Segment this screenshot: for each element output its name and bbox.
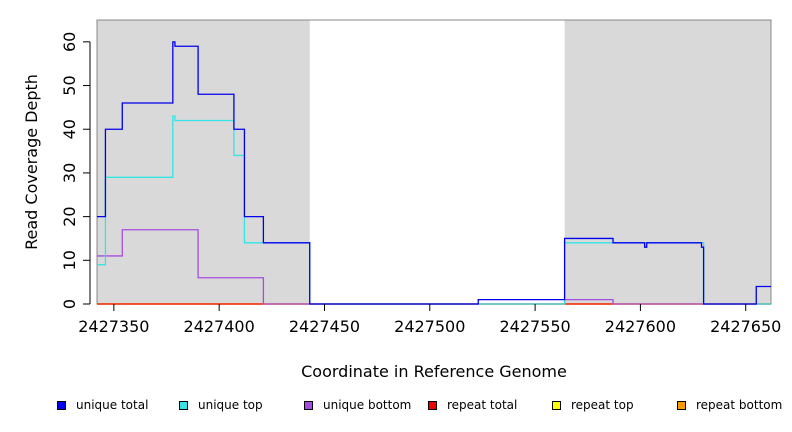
legend-swatch bbox=[179, 400, 188, 410]
legend-label: repeat bottom bbox=[696, 398, 783, 412]
y-axis-title: Read Coverage Depth bbox=[22, 74, 41, 250]
legend-swatch bbox=[552, 400, 561, 410]
x-tick-label: 2427650 bbox=[710, 317, 781, 336]
x-tick-label: 2427400 bbox=[184, 317, 255, 336]
legend-label: unique bottom bbox=[323, 398, 412, 412]
y-tick-label: 50 bbox=[60, 75, 79, 95]
shaded-region-1 bbox=[97, 20, 310, 304]
series-layer bbox=[97, 41, 771, 305]
legend-item-unique-total: unique total bbox=[57, 398, 148, 412]
legend-label: unique top bbox=[198, 398, 263, 412]
series-line-unique-bottom bbox=[97, 229, 771, 305]
series-line-unique-total bbox=[97, 41, 771, 305]
legend-label: repeat top bbox=[571, 398, 634, 412]
legend-swatch bbox=[304, 400, 313, 410]
x-tick-label: 2427550 bbox=[499, 317, 570, 336]
y-tick-label: 30 bbox=[60, 163, 79, 183]
legend-label: unique total bbox=[76, 398, 149, 412]
y-axis: 0 10 20 30 40 50 60 bbox=[60, 32, 91, 309]
y-tick-label: 10 bbox=[60, 250, 79, 270]
x-tick-label: 2427500 bbox=[394, 317, 465, 336]
legend-item-unique-bottom: unique bottom bbox=[304, 398, 411, 412]
legend-item-repeat-bottom: repeat bottom bbox=[677, 398, 782, 412]
legend-item-unique-top: unique top bbox=[179, 398, 263, 412]
legend-item-repeat-total: repeat total bbox=[428, 398, 517, 412]
y-tick-label: 60 bbox=[60, 32, 79, 52]
x-tick-label: 2427450 bbox=[289, 317, 360, 336]
shaded-regions bbox=[97, 20, 771, 304]
x-tick-label: 2427600 bbox=[605, 317, 676, 336]
shaded-region-2 bbox=[564, 20, 771, 304]
legend-item-repeat-top: repeat top bbox=[552, 398, 634, 412]
legend-swatch bbox=[57, 400, 66, 410]
legend-label: repeat total bbox=[447, 398, 518, 412]
x-tick-label: 2427350 bbox=[78, 317, 149, 336]
legend-swatch bbox=[677, 400, 686, 410]
legend-swatch bbox=[428, 400, 437, 410]
legend: unique total unique top unique bottom repea… bbox=[0, 398, 792, 420]
x-axis: 2427350 2427400 2427450 2427500 2427550 24276… bbox=[78, 304, 781, 336]
y-tick-label: 0 bbox=[60, 299, 79, 309]
x-axis-title: Coordinate in Reference Genome bbox=[301, 362, 567, 381]
series-line-unique-top bbox=[97, 115, 771, 305]
y-tick-label: 40 bbox=[60, 119, 79, 139]
y-tick-label: 20 bbox=[60, 206, 79, 226]
